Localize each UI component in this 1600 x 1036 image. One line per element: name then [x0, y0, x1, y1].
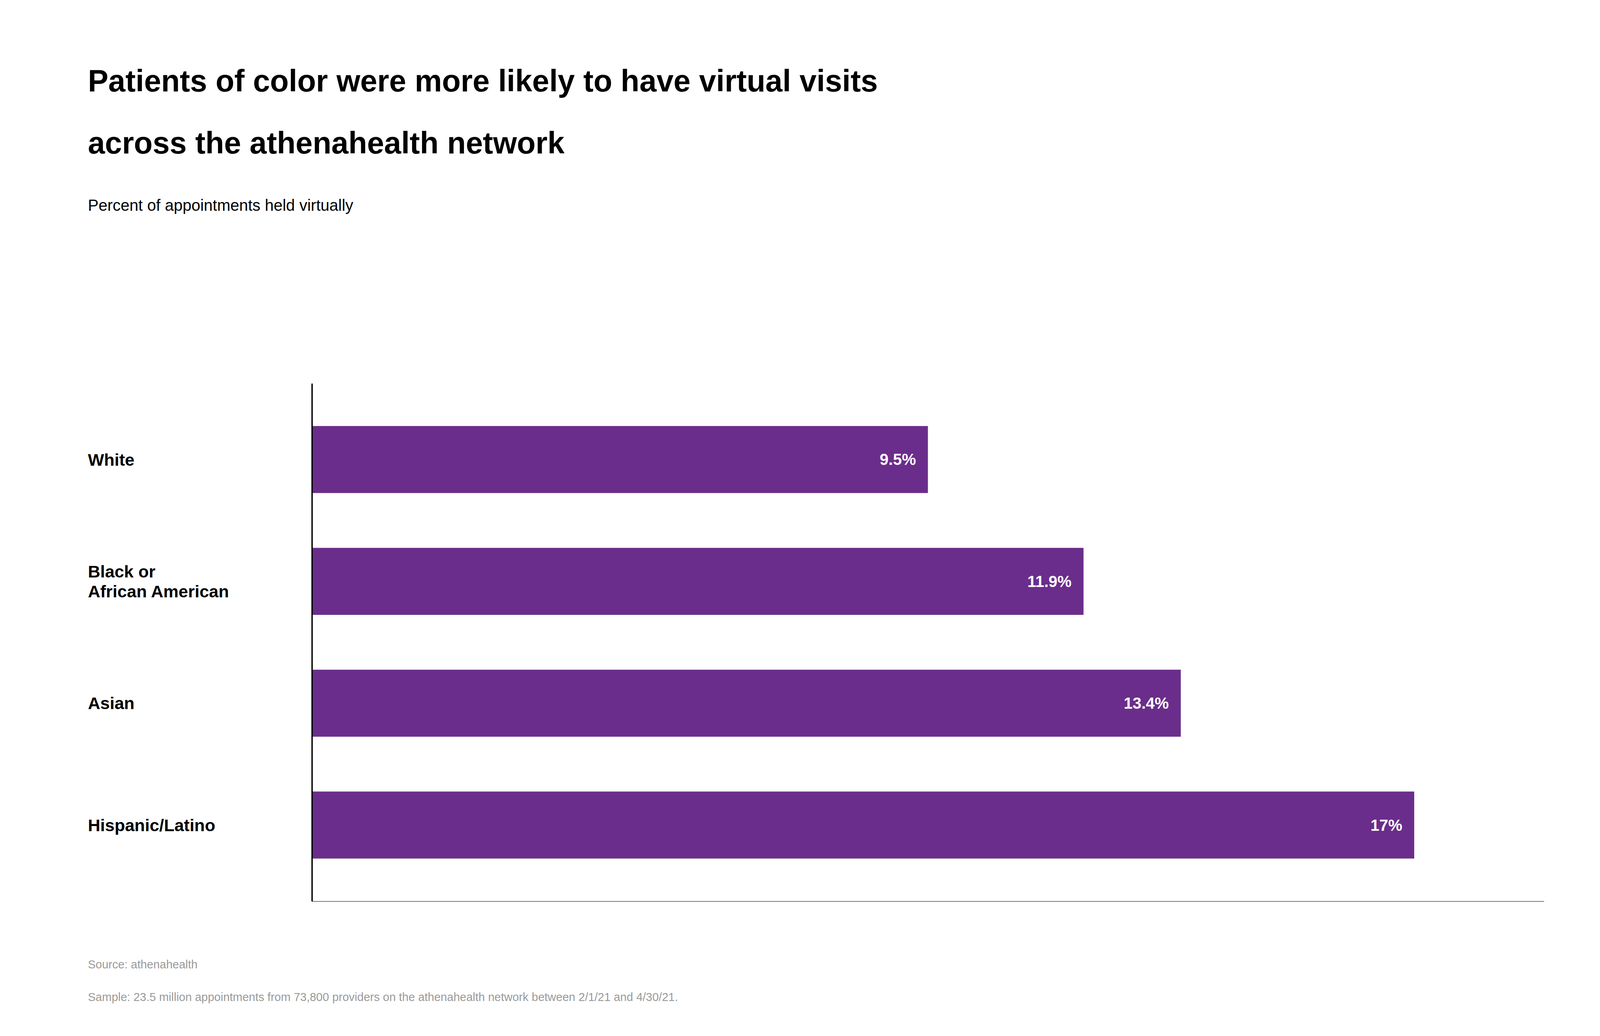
category-label-line: Black or	[87, 562, 156, 582]
category-label-line: Hispanic/Latino	[87, 815, 216, 836]
bars	[311, 426, 1415, 859]
bar	[311, 426, 929, 493]
data-label: 11.9%	[1027, 572, 1072, 591]
title-line: Patients of color were more likely to ha…	[87, 63, 878, 98]
category-label-line: White	[87, 450, 135, 470]
chart-svg: Patients of color were more likely to ha…	[0, 0, 1600, 1036]
title-line: across the athenahealth network	[87, 125, 565, 160]
source-note: Sample: 23.5 million appointments from 7…	[87, 990, 678, 1004]
category-tick: Asian	[87, 693, 135, 713]
bar	[311, 669, 1181, 737]
data-label: 13.4%	[1123, 694, 1169, 713]
category-label: Asian	[87, 693, 135, 713]
data-label: 9.5%	[879, 450, 916, 469]
data-labels: 9.5% 11.9% 13.4% 17%	[879, 450, 1403, 834]
category-axis-line	[311, 383, 314, 902]
category-tick: Black orAfrican American	[87, 562, 229, 601]
bar	[311, 791, 1415, 859]
title: Patients of color were more likely to ha…	[87, 63, 878, 160]
value-axis	[312, 901, 1545, 902]
value-axis-line	[312, 901, 1545, 902]
background	[0, 0, 1600, 1036]
data-label: 17%	[1370, 816, 1403, 835]
category-label: Black orAfrican American	[87, 562, 229, 601]
category-tick: White	[87, 450, 135, 470]
category-label-line: African American	[87, 581, 229, 602]
category-label-line: Asian	[87, 693, 135, 713]
category-tick: Hispanic/Latino	[87, 815, 216, 836]
plot-area: White Black orAfrican American Asian Hispan…	[87, 383, 1545, 902]
subtitle: Percent of appointments held virtually	[87, 196, 354, 215]
category-axis: White Black orAfrican American Asian Hispan…	[87, 383, 313, 902]
category-label: Hispanic/Latino	[87, 815, 216, 836]
chart-container: Patients of color were more likely to ha…	[0, 0, 1600, 1036]
category-label: White	[87, 450, 135, 470]
bar	[311, 548, 1084, 616]
source-note: Source: athenahealth	[87, 958, 198, 972]
